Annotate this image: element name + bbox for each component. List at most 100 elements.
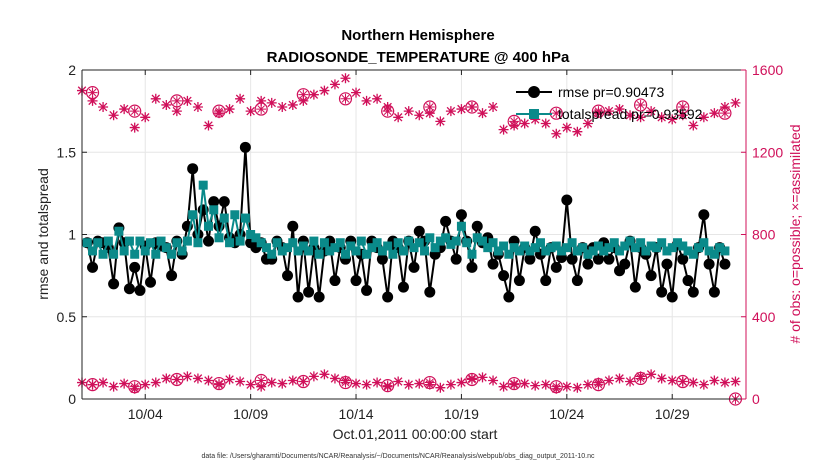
obs-assimilated-marker	[393, 112, 404, 123]
rmse-point	[208, 196, 220, 208]
totalspread-point	[351, 246, 361, 256]
totalspread-point	[535, 238, 545, 248]
totalspread-point	[699, 238, 709, 248]
obs-assimilated-marker	[614, 373, 625, 384]
totalspread-point	[109, 249, 119, 259]
y-axis-label-left: rmse and totalspread	[35, 168, 51, 300]
obs-assimilated-marker	[256, 381, 267, 392]
rmse-point	[513, 275, 525, 287]
totalspread-point	[493, 246, 503, 256]
chart-title: Northern Hemisphere	[341, 27, 494, 44]
totalspread-point	[562, 243, 572, 253]
obs-assimilated-marker	[129, 383, 140, 394]
obs-assimilated-marker	[667, 114, 678, 125]
obs-assimilated-marker	[435, 116, 446, 127]
totalspread-point	[88, 246, 98, 256]
obs-assimilated-marker	[329, 373, 340, 384]
totalspread-point	[630, 243, 640, 253]
obs-assimilated-marker	[140, 112, 151, 123]
totalspread-point	[230, 210, 240, 220]
obs-assimilated-marker	[224, 374, 235, 385]
totalspread-point	[446, 239, 456, 249]
rmse-point	[108, 278, 120, 290]
totalspread-point	[641, 246, 651, 256]
totalspread-point	[335, 238, 345, 248]
obs-assimilated-marker	[540, 379, 551, 390]
totalspread-point	[114, 226, 124, 236]
obs-assimilated-marker	[477, 372, 488, 383]
rmse-point	[424, 286, 436, 298]
obs-possible-marker	[676, 374, 690, 389]
rmse-point	[145, 276, 157, 288]
totalspread-point	[720, 246, 730, 256]
totalspread-point	[203, 221, 213, 231]
totalspread-point	[488, 238, 498, 248]
totalspread-point	[546, 243, 556, 253]
totalspread-point	[103, 236, 113, 246]
obs-possible-marker	[634, 98, 648, 112]
rmse-point	[303, 286, 315, 298]
rmse-point	[129, 261, 141, 273]
totalspread-point	[225, 238, 235, 248]
obs-assimilated-marker	[351, 87, 362, 98]
rmse-point	[455, 209, 467, 221]
rmse-point	[698, 209, 710, 221]
obs-possible-star	[256, 375, 267, 386]
totalspread-point	[309, 236, 319, 246]
obs-assimilated-marker	[403, 379, 414, 390]
y-tick-label-left: 2	[68, 62, 76, 78]
rmse-point	[687, 286, 699, 298]
totalspread-point	[151, 249, 161, 259]
rmse-point	[450, 253, 462, 265]
totalspread-point	[398, 246, 408, 256]
obs-assimilated-marker	[308, 371, 319, 382]
y-tick-label-left: 0	[68, 391, 76, 407]
obs-assimilated-marker	[129, 122, 140, 133]
obs-assimilated-marker	[340, 73, 351, 84]
rmse-point	[413, 225, 425, 237]
obs-assimilated-marker	[551, 383, 562, 394]
obs-assimilated-marker	[456, 104, 467, 115]
obs-assimilated-marker	[582, 118, 593, 129]
rmse-point	[498, 270, 510, 282]
obs-assimilated-marker	[203, 120, 214, 131]
obs-possible-star	[87, 87, 98, 98]
rmse-point	[361, 284, 373, 296]
totalspread-point	[467, 249, 477, 259]
totalspread-point	[93, 238, 103, 248]
rmse-point	[466, 261, 478, 273]
totalspread-point	[604, 243, 614, 253]
obs-assimilated-marker	[719, 102, 730, 113]
obs-assimilated-marker	[372, 377, 383, 388]
obs-possible-marker	[85, 378, 100, 392]
obs-possible-marker	[128, 104, 142, 118]
obs-assimilated-marker	[719, 377, 730, 388]
totalspread-point	[451, 236, 461, 246]
obs-assimilated-marker	[445, 379, 456, 390]
y-tick-label-right: 800	[752, 227, 776, 243]
obs-assimilated-marker	[98, 377, 109, 388]
obs-assimilated-marker	[730, 97, 741, 108]
totalspread-point	[472, 233, 482, 243]
obs-assimilated-marker	[730, 376, 741, 387]
obs-assimilated-marker	[709, 108, 720, 119]
obs-possible-star	[298, 89, 309, 100]
obs-assimilated-marker	[509, 120, 520, 131]
obs-assimilated-marker	[192, 373, 203, 384]
obs-assimilated-marker	[677, 110, 688, 121]
obs-assimilated-marker	[277, 102, 288, 113]
totalspread-point	[356, 236, 366, 246]
obs-assimilated-marker	[361, 95, 372, 106]
totalspread-point	[256, 238, 266, 248]
rmse-point	[382, 291, 394, 303]
totalspread-point	[483, 243, 493, 253]
obs-assimilated-marker	[108, 381, 119, 392]
totalspread-point	[219, 213, 229, 223]
x-tick-label: 10/24	[549, 406, 584, 422]
obs-assimilated-marker	[140, 379, 151, 390]
totalspread-point	[383, 241, 393, 251]
rmse-point	[87, 261, 99, 273]
obs-assimilated-marker	[603, 375, 614, 386]
totalspread-point	[409, 243, 419, 253]
obs-assimilated-marker	[287, 375, 298, 386]
